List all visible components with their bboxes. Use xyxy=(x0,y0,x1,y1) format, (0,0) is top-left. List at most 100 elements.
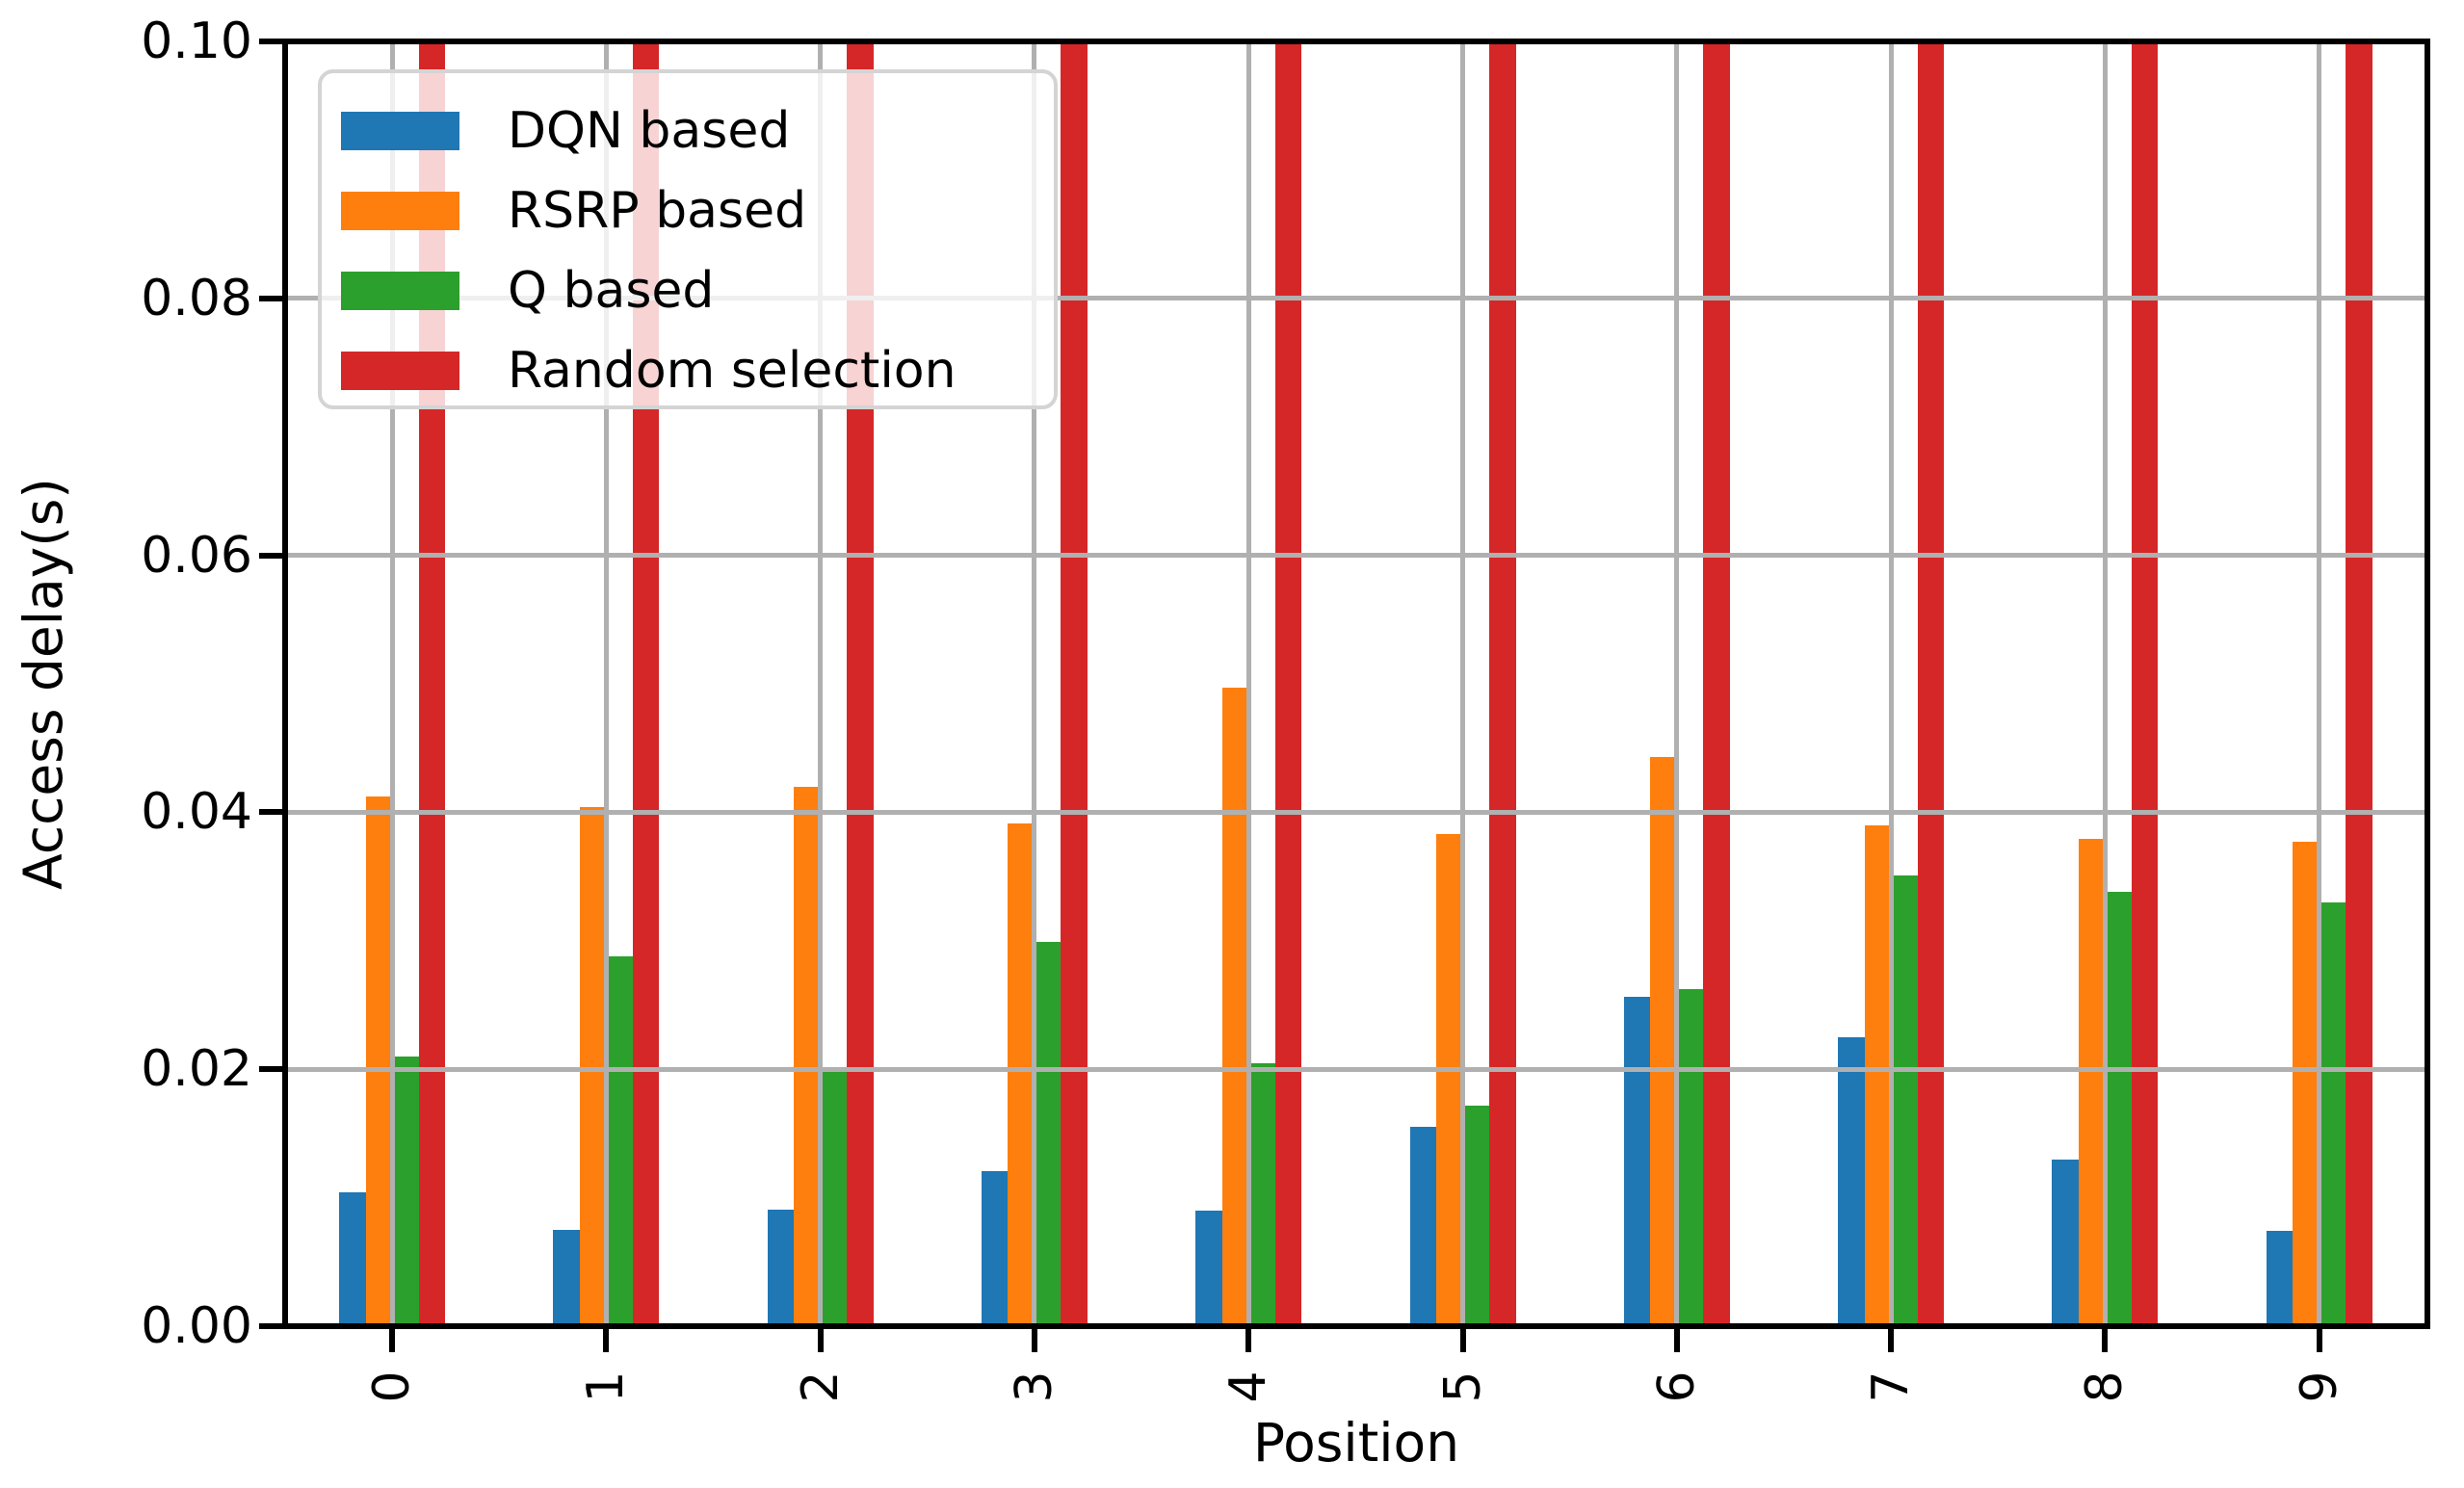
bar-rsrp-based-pos0 xyxy=(365,796,392,1326)
legend-entry: Random selection xyxy=(341,330,1054,410)
x-tick-mark xyxy=(1031,1329,1037,1352)
x-tick-mark xyxy=(389,1329,395,1352)
bar-q-based-pos5 xyxy=(1462,1105,1489,1326)
y-tick-mark xyxy=(259,1323,282,1329)
y-tick-mark xyxy=(259,295,282,301)
x-tick-mark xyxy=(1459,1329,1466,1352)
legend-label: RSRP based xyxy=(508,181,807,240)
x-tick-label: 4 xyxy=(1219,1371,1278,1403)
horizontal-gridline xyxy=(285,809,2427,815)
x-tick-mark xyxy=(2316,1329,2322,1352)
legend-swatch-dqn-based xyxy=(341,111,459,150)
x-tick-label: 0 xyxy=(363,1371,421,1403)
legend-swatch-q-based xyxy=(341,271,459,310)
legend-entry: Q based xyxy=(341,250,1054,330)
bar-rsrp-based-pos9 xyxy=(2293,842,2320,1326)
legend: DQN based RSRP based Q based Random selecti… xyxy=(318,69,1058,409)
bar-rsrp-based-pos6 xyxy=(1650,757,1677,1326)
horizontal-gridline xyxy=(285,296,2427,301)
y-tick-label: 0.10 xyxy=(141,13,252,70)
x-tick-mark xyxy=(603,1329,610,1352)
x-tick-label: 9 xyxy=(2290,1371,2348,1403)
legend-entry: DQN based xyxy=(341,91,1054,170)
bars-layer xyxy=(285,41,2427,1326)
y-tick-label: 0.06 xyxy=(141,526,252,585)
bar-dqn-based-pos1 xyxy=(553,1229,580,1326)
vertical-gridline xyxy=(1888,41,1894,1326)
legend-label: Random selection xyxy=(508,341,957,400)
bar-q-based-pos2 xyxy=(820,1067,848,1326)
x-tick-label: 8 xyxy=(2076,1371,2135,1403)
x-tick-mark xyxy=(1245,1329,1252,1352)
bar-q-based-pos0 xyxy=(392,1056,419,1326)
bar-random-selection-pos3 xyxy=(1061,41,1088,1326)
bar-dqn-based-pos5 xyxy=(1409,1127,1436,1326)
bar-random-selection-pos9 xyxy=(2346,41,2372,1326)
bar-dqn-based-pos2 xyxy=(767,1209,795,1326)
bar-dqn-based-pos3 xyxy=(981,1170,1009,1326)
bar-q-based-pos1 xyxy=(606,955,633,1326)
bar-dqn-based-pos8 xyxy=(2052,1159,2079,1326)
bar-dqn-based-pos0 xyxy=(339,1192,366,1326)
legend-swatch-rsrp-based xyxy=(341,191,459,230)
y-tick-label: 0.00 xyxy=(141,1297,252,1355)
x-tick-label: 6 xyxy=(1647,1371,1706,1403)
bar-dqn-based-pos7 xyxy=(1838,1036,1865,1326)
y-tick-mark xyxy=(259,39,282,44)
bar-random-selection-pos7 xyxy=(1917,41,1945,1326)
bar-random-selection-pos5 xyxy=(1489,41,1516,1326)
x-tick-mark xyxy=(1888,1329,1895,1352)
legend-entry: RSRP based xyxy=(341,170,1054,250)
vertical-gridline xyxy=(1460,41,1465,1326)
vertical-gridline xyxy=(1245,41,1251,1326)
y-tick-mark xyxy=(259,552,282,559)
bar-q-based-pos6 xyxy=(1676,989,1704,1326)
vertical-gridline xyxy=(1674,41,1680,1326)
x-tick-label: 5 xyxy=(1433,1371,1492,1403)
plot-area: DQN based RSRP based Q based Random selecti… xyxy=(285,41,2427,1326)
y-axis-title: Access delay(s) xyxy=(13,478,74,890)
bar-random-selection-pos6 xyxy=(1703,41,1730,1326)
bar-rsrp-based-pos8 xyxy=(2078,839,2106,1326)
horizontal-gridline xyxy=(285,553,2427,559)
x-tick-mark xyxy=(1673,1329,1680,1352)
legend-swatch-random-selection xyxy=(341,351,459,390)
vertical-gridline xyxy=(2317,41,2322,1326)
bar-dqn-based-pos9 xyxy=(2266,1231,2294,1326)
y-tick-mark xyxy=(259,809,282,816)
legend-label: DQN based xyxy=(508,101,791,160)
x-tick-label: 7 xyxy=(1862,1371,1921,1403)
x-tick-label: 1 xyxy=(577,1371,636,1403)
y-tick-label: 0.04 xyxy=(141,783,252,842)
bar-dqn-based-pos6 xyxy=(1623,997,1651,1326)
bar-rsrp-based-pos5 xyxy=(1436,834,1463,1326)
bar-q-based-pos7 xyxy=(1891,875,1918,1326)
bar-q-based-pos4 xyxy=(1248,1062,1275,1326)
bar-q-based-pos8 xyxy=(2105,892,2132,1326)
bar-rsrp-based-pos4 xyxy=(1221,688,1249,1326)
vertical-gridline xyxy=(2102,41,2108,1326)
gridlines-layer xyxy=(285,41,2427,1326)
x-tick-mark xyxy=(2102,1329,2109,1352)
vertical-gridline xyxy=(1032,41,1037,1326)
bar-q-based-pos3 xyxy=(1034,942,1062,1326)
vertical-gridline xyxy=(389,41,395,1326)
vertical-gridline xyxy=(818,41,824,1326)
bar-q-based-pos9 xyxy=(2319,901,2346,1326)
y-tick-mark xyxy=(259,1066,282,1073)
bar-random-selection-pos8 xyxy=(2131,41,2159,1326)
y-tick-label: 0.02 xyxy=(141,1040,252,1099)
bar-rsrp-based-pos2 xyxy=(794,786,821,1326)
x-tick-label: 2 xyxy=(791,1371,850,1403)
horizontal-gridline xyxy=(285,1066,2427,1072)
bar-random-selection-pos4 xyxy=(1274,41,1302,1326)
bar-rsrp-based-pos7 xyxy=(1864,824,1892,1326)
vertical-gridline xyxy=(603,41,609,1326)
x-tick-mark xyxy=(817,1329,824,1352)
bar-rsrp-based-pos1 xyxy=(579,807,607,1326)
legend-label: Q based xyxy=(508,261,715,320)
x-tick-label: 3 xyxy=(1005,1371,1063,1403)
y-tick-label: 0.08 xyxy=(141,269,252,327)
bar-dqn-based-pos4 xyxy=(1195,1210,1222,1326)
